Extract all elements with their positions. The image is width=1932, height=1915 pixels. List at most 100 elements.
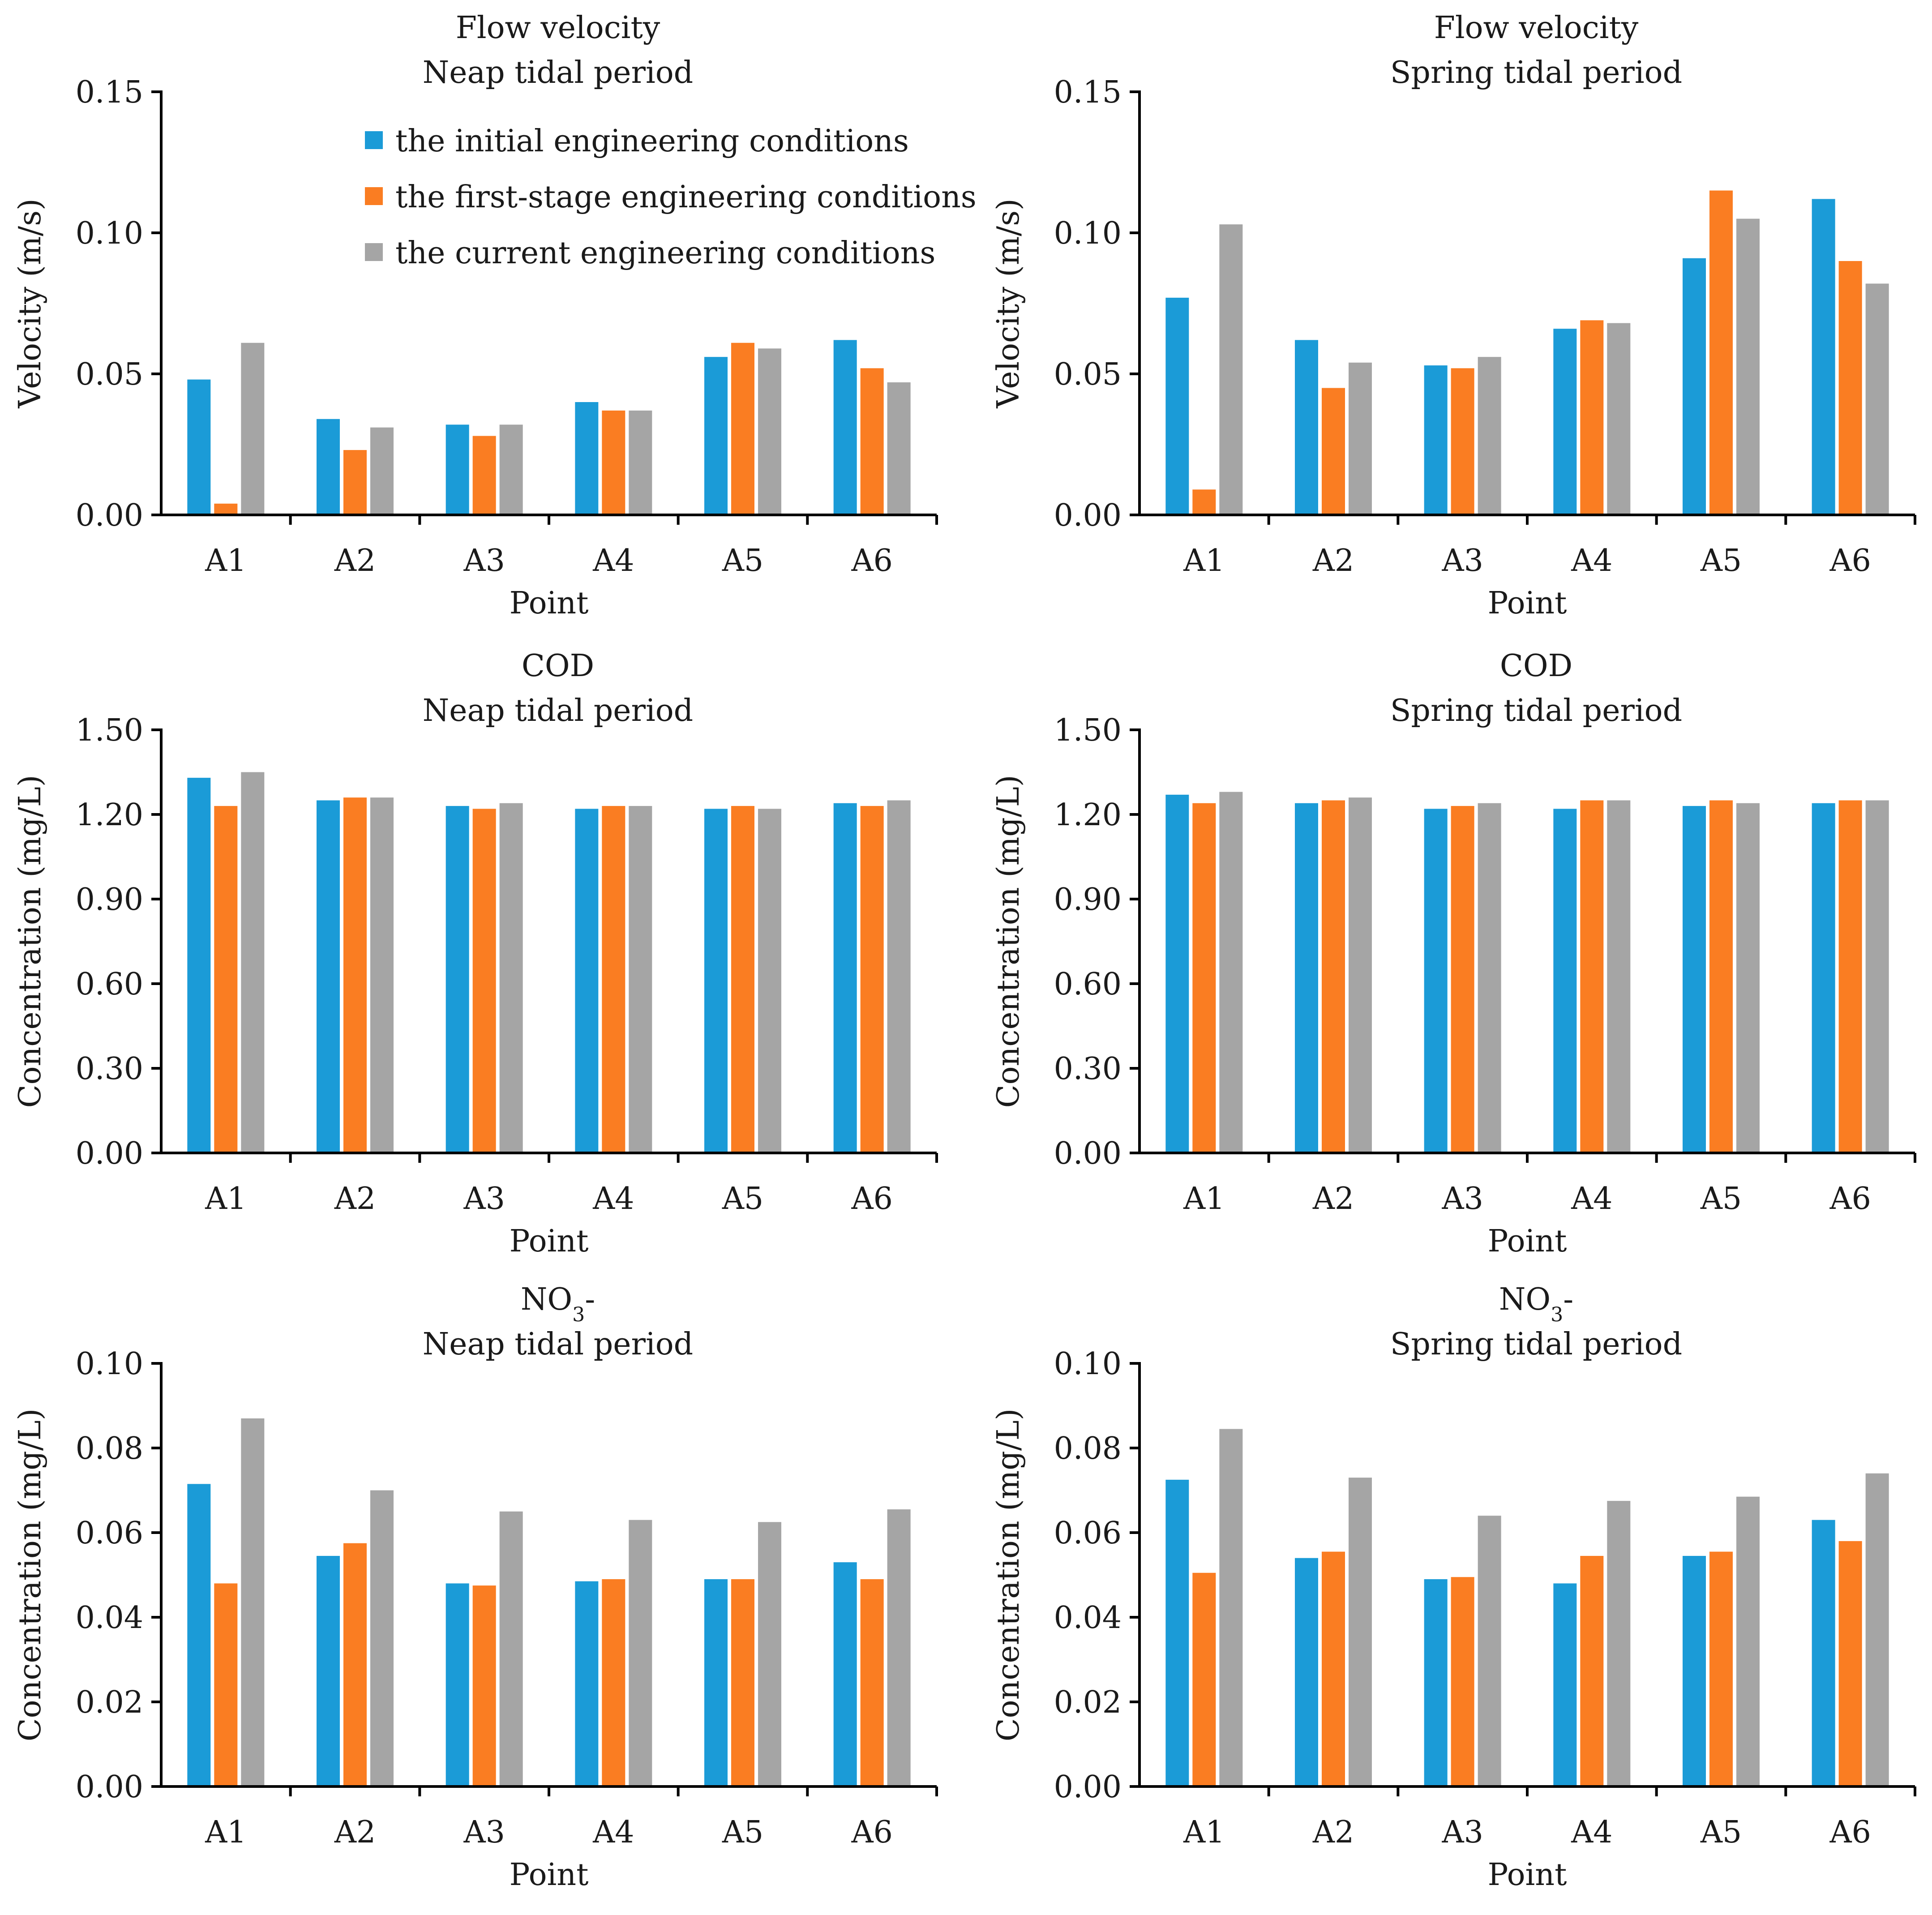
x-tick-label: A2 (1312, 1181, 1354, 1217)
bar-a4-current (629, 806, 652, 1153)
legend: the initial engineering conditions the fi… (365, 124, 977, 271)
bar-a3-first-stage (1451, 368, 1474, 515)
x-axis-label: Point (510, 586, 589, 621)
bar-a6-initial (1812, 199, 1835, 515)
x-tick-label: A3 (463, 1181, 505, 1217)
y-tick-label: 0.90 (76, 882, 143, 917)
y-tick-label: 0.05 (76, 357, 143, 392)
chart-subtitle: Neap tidal period (423, 1327, 693, 1362)
x-tick-label: A5 (1700, 543, 1742, 578)
bar-a2-current (1349, 362, 1372, 515)
x-tick-label: A1 (205, 543, 246, 578)
bar-a1-first-stage (214, 1583, 238, 1786)
chart-panel-5: NO3-Neap tidal period 0.00 0.02 0.04 0.06 0.0… (13, 1282, 938, 1893)
bar-a4-current (1607, 800, 1631, 1153)
bar-a5-current (758, 1522, 781, 1786)
y-tick-label: 1.20 (1054, 797, 1122, 833)
bar-a3-current (1478, 803, 1501, 1153)
bar-a3-current (499, 803, 523, 1153)
bar-a1-initial (1165, 297, 1189, 515)
chart-title: COD (1500, 648, 1572, 684)
x-tick-label: A1 (205, 1815, 246, 1850)
y-axis-label: Velocity (m/s) (13, 198, 48, 408)
bar-a5-initial (1683, 1555, 1706, 1786)
bar-a1-current (241, 772, 265, 1153)
bar-a5-initial (1683, 258, 1706, 515)
bar-a6-first-stage (1838, 800, 1862, 1153)
x-axis-label: Point (1488, 1857, 1567, 1893)
bar-a6-first-stage (1838, 261, 1862, 515)
bar-a5-first-stage (731, 1579, 754, 1786)
bar-a5-current (758, 809, 781, 1153)
bar-a3-current (1478, 1516, 1501, 1786)
x-tick-label: A6 (1829, 1181, 1871, 1217)
y-tick-label: 0.00 (76, 1136, 143, 1171)
bar-a6-first-stage (860, 368, 884, 515)
x-tick-label: A5 (722, 1815, 763, 1850)
bar-a5-first-stage (1709, 1551, 1733, 1786)
bar-a3-first-stage (472, 809, 496, 1153)
bar-a3-first-stage (472, 1585, 496, 1786)
legend-swatch-initial (365, 131, 383, 149)
x-tick-label: A2 (1312, 543, 1354, 578)
bar-a6-current (887, 800, 911, 1153)
y-tick-label: 0.10 (1054, 216, 1122, 251)
bar-a1-current (1219, 224, 1243, 515)
bar-a4-first-stage (602, 1579, 625, 1786)
y-tick-label: 0.04 (1054, 1600, 1122, 1636)
bar-a2-first-stage (1322, 800, 1345, 1153)
bar-a2-first-stage (343, 797, 367, 1153)
chart-subtitle: Spring tidal period (1390, 1327, 1682, 1362)
y-tick-label: 0.02 (76, 1685, 143, 1720)
chart-title: NO3- (1499, 1282, 1573, 1326)
y-tick-label: 0.15 (1054, 75, 1122, 110)
bar-a2-current (1349, 797, 1372, 1153)
x-tick-label: A2 (334, 543, 376, 578)
bar-a1-initial (1165, 794, 1189, 1153)
y-tick-label: 0.08 (76, 1431, 143, 1466)
y-tick-label: 1.50 (76, 713, 143, 748)
bar-a2-initial (1295, 340, 1318, 515)
y-tick-label: 1.50 (1054, 713, 1122, 748)
bar-a5-first-stage (1709, 190, 1733, 515)
y-tick-label: 1.20 (76, 797, 143, 833)
bar-a1-current (241, 1418, 265, 1786)
x-tick-label: A1 (205, 1181, 246, 1217)
bar-a3-current (499, 424, 523, 515)
y-tick-label: 0.00 (76, 498, 143, 533)
bar-a2-first-stage (1322, 388, 1345, 515)
x-tick-label: A3 (463, 543, 505, 578)
x-tick-label: A5 (722, 1181, 763, 1217)
bar-a4-first-stage (1580, 1555, 1604, 1786)
bar-a1-initial (187, 379, 211, 515)
x-tick-label: A2 (334, 1815, 376, 1850)
bar-a2-current (370, 797, 394, 1153)
bar-a6-current (887, 1509, 911, 1786)
bar-a4-initial (575, 809, 599, 1153)
legend-label-first-stage: the first-stage engineering conditions (395, 180, 977, 215)
x-tick-label: A4 (592, 1815, 634, 1850)
chart-subtitle: Spring tidal period (1390, 693, 1682, 728)
bar-a4-initial (575, 402, 599, 515)
bar-a3-initial (446, 806, 469, 1153)
y-tick-label: 0.00 (1054, 1136, 1122, 1171)
y-tick-label: 0.10 (1054, 1346, 1122, 1382)
bar-a4-initial (1553, 809, 1577, 1153)
bar-a4-initial (1553, 329, 1577, 515)
y-axis-label: Concentration (mg/L) (13, 775, 48, 1108)
chart-panel-3: COD Neap tidal period 0.00 0.30 0.60 0.90 1.20… (13, 648, 938, 1259)
x-tick-label: A4 (1571, 1181, 1612, 1217)
y-tick-label: 0.00 (1054, 498, 1122, 533)
legend-swatch-first-stage (365, 187, 383, 205)
x-tick-label: A3 (1441, 1815, 1483, 1850)
bar-a4-first-stage (602, 806, 625, 1153)
y-axis-label: Concentration (mg/L) (991, 1409, 1026, 1742)
x-tick-label: A6 (1829, 1815, 1871, 1850)
bar-a5-current (758, 348, 781, 515)
x-tick-label: A2 (1312, 1815, 1354, 1850)
bar-a2-current (370, 427, 394, 515)
bar-a4-first-stage (1580, 320, 1604, 515)
bar-a3-current (1478, 357, 1501, 515)
bar-a2-current (370, 1490, 394, 1786)
